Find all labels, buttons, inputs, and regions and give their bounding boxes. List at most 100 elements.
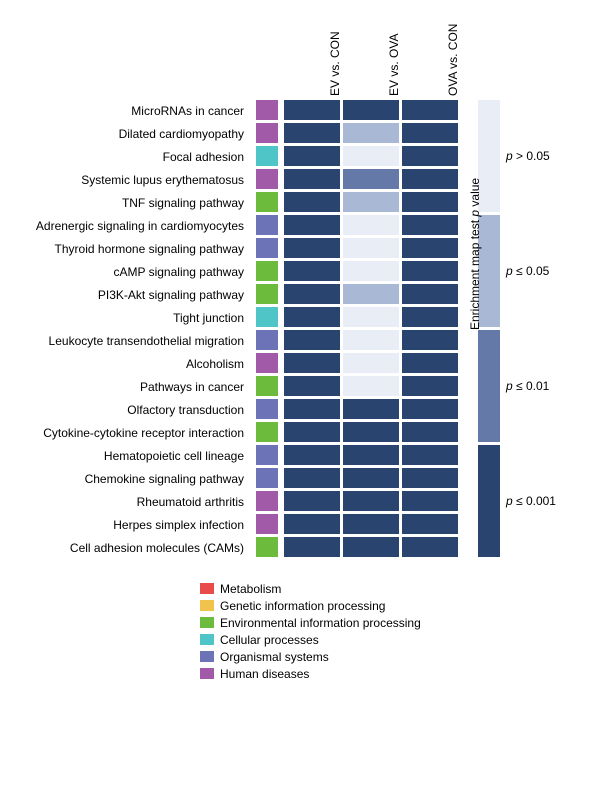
heatmap-cell xyxy=(343,215,399,235)
heatmap-cell xyxy=(343,330,399,350)
heatmap-row xyxy=(284,422,461,442)
heatmap-cell xyxy=(402,169,458,189)
heatmap-cell xyxy=(343,261,399,281)
heatmap-cell xyxy=(343,514,399,534)
row-label: Tight junction xyxy=(0,307,250,330)
heatmap-cell xyxy=(284,169,340,189)
heatmap-row xyxy=(284,330,461,350)
row-label: Focal adhesion xyxy=(0,146,250,169)
heatmap-cell xyxy=(284,353,340,373)
category-strip xyxy=(256,100,278,560)
colorbar-label: p ≤ 0.001 xyxy=(506,494,556,508)
legend-label: Environmental information processing xyxy=(220,616,421,630)
heatmap-cell xyxy=(343,123,399,143)
category-cell xyxy=(256,123,278,143)
row-label: Hematopoietic cell lineage xyxy=(0,445,250,468)
heatmap-cell xyxy=(284,284,340,304)
heatmap-cell xyxy=(284,468,340,488)
legend-item: Cellular processes xyxy=(200,631,421,648)
category-cell xyxy=(256,307,278,327)
row-label: Leukocyte transendothelial migration xyxy=(0,330,250,353)
heatmap-cell xyxy=(402,422,458,442)
row-label: Cell adhesion molecules (CAMs) xyxy=(0,537,250,560)
row-label: Alcoholism xyxy=(0,353,250,376)
category-cell xyxy=(256,284,278,304)
heatmap-cell xyxy=(343,307,399,327)
colorbar-label: p ≤ 0.01 xyxy=(506,379,549,393)
row-label: TNF signaling pathway xyxy=(0,192,250,215)
row-label: PI3K-Akt signaling pathway xyxy=(0,284,250,307)
heatmap-cell xyxy=(343,169,399,189)
category-cell xyxy=(256,146,278,166)
category-cell xyxy=(256,468,278,488)
colorbar-segment xyxy=(478,330,500,442)
heatmap-cell xyxy=(284,261,340,281)
legend-label: Metabolism xyxy=(220,582,281,596)
heatmap-cell xyxy=(284,514,340,534)
heatmap-row xyxy=(284,468,461,488)
legend-item: Organismal systems xyxy=(200,648,421,665)
colorbar-label: p ≤ 0.05 xyxy=(506,264,549,278)
heatmap-row xyxy=(284,215,461,235)
heatmap-cell xyxy=(343,100,399,120)
category-legend: Metabolism Genetic information processing… xyxy=(200,580,421,682)
heatmap-cell xyxy=(284,192,340,212)
colorbar-title-text: Enrichment map test p value xyxy=(468,178,482,330)
heatmap-row xyxy=(284,491,461,511)
legend-label: Human diseases xyxy=(220,667,309,681)
category-cell xyxy=(256,238,278,258)
heatmap-cell xyxy=(402,100,458,120)
heatmap-cell xyxy=(284,146,340,166)
colorbar-label: p > 0.05 xyxy=(506,149,550,163)
heatmap-cell xyxy=(284,123,340,143)
legend-swatch xyxy=(200,583,214,594)
legend-label: Genetic information processing xyxy=(220,599,385,613)
category-cell xyxy=(256,330,278,350)
legend-label: Organismal systems xyxy=(220,650,329,664)
row-label: Dilated cardiomyopathy xyxy=(0,123,250,146)
category-cell xyxy=(256,422,278,442)
colorbar-title: Enrichment map test p value xyxy=(468,178,482,330)
heatmap-cell xyxy=(402,537,458,557)
row-label: Rheumatoid arthritis xyxy=(0,491,250,514)
heatmap-row xyxy=(284,376,461,396)
row-label: Olfactory transduction xyxy=(0,399,250,422)
row-label: Pathways in cancer xyxy=(0,376,250,399)
legend-label: Cellular processes xyxy=(220,633,319,647)
heatmap-cell xyxy=(343,376,399,396)
row-labels: MicroRNAs in cancerDilated cardiomyopath… xyxy=(0,100,250,560)
category-cell xyxy=(256,445,278,465)
category-cell xyxy=(256,491,278,511)
heatmap-cell xyxy=(402,284,458,304)
heatmap-row xyxy=(284,146,461,166)
heatmap-cell xyxy=(343,422,399,442)
heatmap-cell xyxy=(284,215,340,235)
legend-swatch xyxy=(200,617,214,628)
heatmap-row xyxy=(284,169,461,189)
category-cell xyxy=(256,100,278,120)
row-label: Chemokine signaling pathway xyxy=(0,468,250,491)
row-label: Systemic lupus erythematosus xyxy=(0,169,250,192)
heatmap-cell xyxy=(402,192,458,212)
heatmap-cell xyxy=(284,422,340,442)
heatmap-cell xyxy=(343,353,399,373)
category-cell xyxy=(256,169,278,189)
legend-swatch xyxy=(200,634,214,645)
legend-item: Genetic information processing xyxy=(200,597,421,614)
col-header: OVA vs. CON xyxy=(410,0,510,100)
heatmap-cell xyxy=(343,468,399,488)
legend-swatch xyxy=(200,668,214,679)
heatmap-cell xyxy=(402,146,458,166)
heatmap-row xyxy=(284,537,461,557)
category-cell xyxy=(256,192,278,212)
legend-item: Environmental information processing xyxy=(200,614,421,631)
category-cell xyxy=(256,353,278,373)
heatmap-cell xyxy=(343,238,399,258)
heatmap-cell xyxy=(284,307,340,327)
heatmap-row xyxy=(284,261,461,281)
heatmap-cell xyxy=(402,307,458,327)
heatmap-cell xyxy=(402,261,458,281)
category-cell xyxy=(256,215,278,235)
legend-item: Human diseases xyxy=(200,665,421,682)
heatmap-cell xyxy=(402,399,458,419)
